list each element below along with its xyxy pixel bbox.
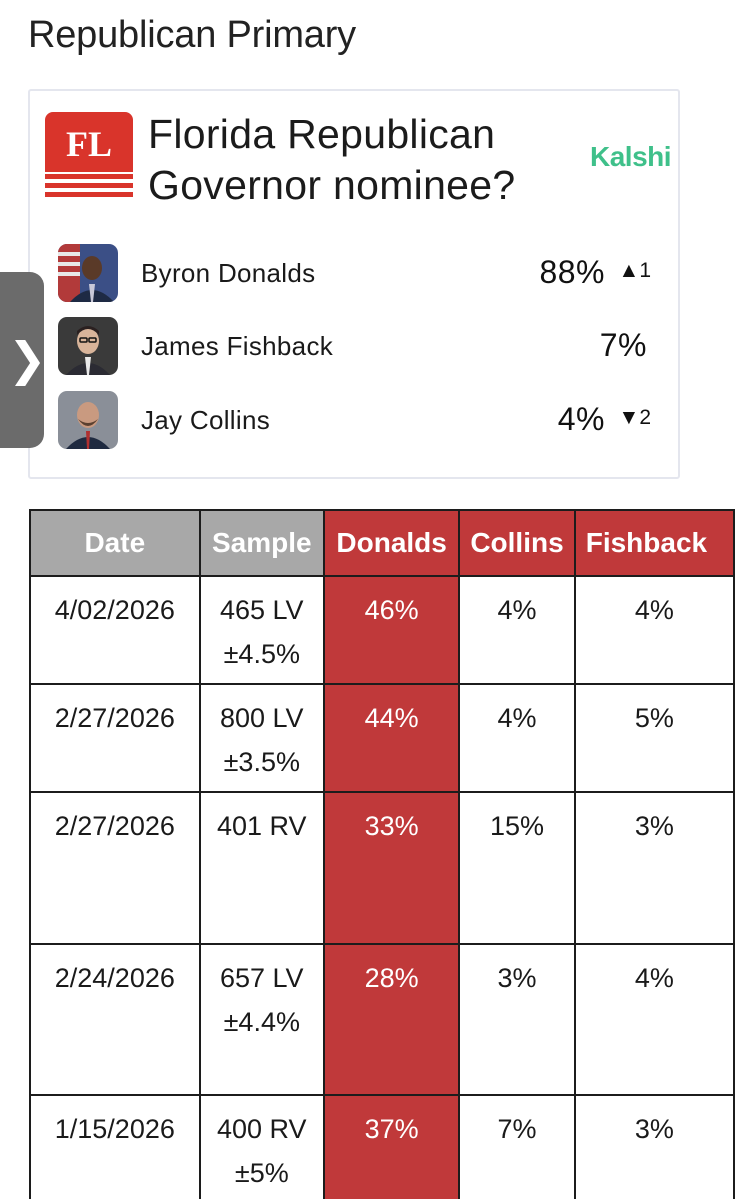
candidate-row-fishback[interactable]: James Fishback 7% [58, 317, 653, 375]
cell-date: 2/27/2026 [29, 791, 201, 945]
table-row: 2/27/2026 800 LV ±3.5% 44% 4% 5% [29, 683, 735, 793]
cell-date: 2/24/2026 [29, 943, 201, 1096]
cell-sample: 465 LV ±4.5% [198, 575, 325, 685]
candidate-name: Jay Collins [141, 405, 271, 435]
cell-collins: 7% [458, 1094, 576, 1199]
table-row: 1/15/2026 400 RV ±5% 37% 7% 3% [29, 1094, 735, 1199]
kalshi-logo[interactable]: Kalshi [590, 141, 672, 172]
cell-fishback: 4% [573, 575, 735, 685]
cell-donalds: 28% [322, 943, 461, 1096]
section-title: Republican Primary [28, 14, 356, 56]
cell-donalds: 44% [322, 683, 461, 793]
candidate-name: Byron Donalds [141, 258, 316, 288]
margin-of-error: ±3.5% [223, 747, 300, 777]
cell-collins: 3% [458, 943, 576, 1096]
poll-table-container[interactable]: Date Sample Donalds Collins Fishback 4/0… [29, 509, 735, 1199]
cell-sample: 400 RV ±5% [198, 1094, 325, 1199]
cell-sample: 657 LV ±4.4% [198, 943, 325, 1096]
margin-of-error: ±5% [234, 1158, 289, 1188]
side-drawer-handle[interactable]: ❯ [0, 272, 47, 448]
table-row: 2/24/2026 657 LV ±4.4% 28% 3% 4% [29, 943, 735, 1096]
cell-donalds: 37% [322, 1094, 461, 1199]
cell-date: 2/27/2026 [29, 683, 201, 793]
market-question[interactable]: Florida Republican Governor nominee? [148, 111, 516, 208]
candidate-row-collins[interactable]: Jay Collins 4% ▼2 [58, 391, 653, 449]
col-header-fishback[interactable]: Fishback [573, 509, 735, 577]
sample-size: 465 LV [220, 595, 304, 625]
avatar-byron-donalds [58, 244, 118, 302]
candidate-pct: 88% [539, 254, 605, 290]
margin-of-error: ±4.5% [223, 639, 300, 669]
sample-size: 800 LV [220, 703, 304, 733]
cell-sample: 800 LV ±3.5% [198, 683, 325, 793]
cell-date: 1/15/2026 [29, 1094, 201, 1199]
sample-size: 657 LV [220, 963, 304, 993]
candidate-row-donalds[interactable]: Byron Donalds 88% ▲1 [58, 244, 653, 302]
candidate-name: James Fishback [141, 331, 334, 361]
cell-fishback: 3% [573, 791, 735, 945]
cell-collins: 4% [458, 683, 576, 793]
candidate-pct: 4% [557, 401, 605, 437]
col-header-donalds[interactable]: Donalds [322, 509, 461, 577]
col-header-sample[interactable]: Sample [198, 509, 325, 577]
state-badge-text: FL [66, 124, 112, 164]
cell-fishback: 4% [573, 943, 735, 1096]
change-up-indicator: ▲1 [618, 259, 651, 282]
avatar-jay-collins [58, 391, 118, 449]
cell-collins: 15% [458, 791, 576, 945]
change-down-indicator: ▼2 [618, 406, 651, 429]
avatar-james-fishback [58, 317, 118, 375]
col-header-date[interactable]: Date [29, 509, 201, 577]
col-header-collins[interactable]: Collins [458, 509, 576, 577]
margin-of-error: ±4.4% [223, 1007, 300, 1037]
florida-flag-badge: FL [45, 112, 133, 201]
cell-donalds: 46% [322, 575, 461, 685]
candidate-pct: 7% [599, 327, 647, 363]
table-row: 4/02/2026 465 LV ±4.5% 46% 4% 4% [29, 575, 735, 685]
cell-fishback: 5% [573, 683, 735, 793]
table-row: 2/27/2026 401 RV 33% 15% 3% [29, 791, 735, 945]
table-header-row: Date Sample Donalds Collins Fishback [29, 509, 735, 577]
chevron-right-icon: ❯ [8, 333, 47, 385]
cell-fishback: 3% [573, 1094, 735, 1199]
market-card[interactable]: FL Florida Republican Governor nominee? … [28, 89, 680, 479]
cell-sample: 401 RV [198, 791, 325, 945]
poll-table: Date Sample Donalds Collins Fishback 4/0… [29, 509, 735, 1199]
cell-date: 4/02/2026 [29, 575, 201, 685]
sample-size: 400 RV [217, 1114, 307, 1144]
cell-donalds: 33% [322, 791, 461, 945]
cell-collins: 4% [458, 575, 576, 685]
sample-size: 401 RV [217, 811, 307, 841]
